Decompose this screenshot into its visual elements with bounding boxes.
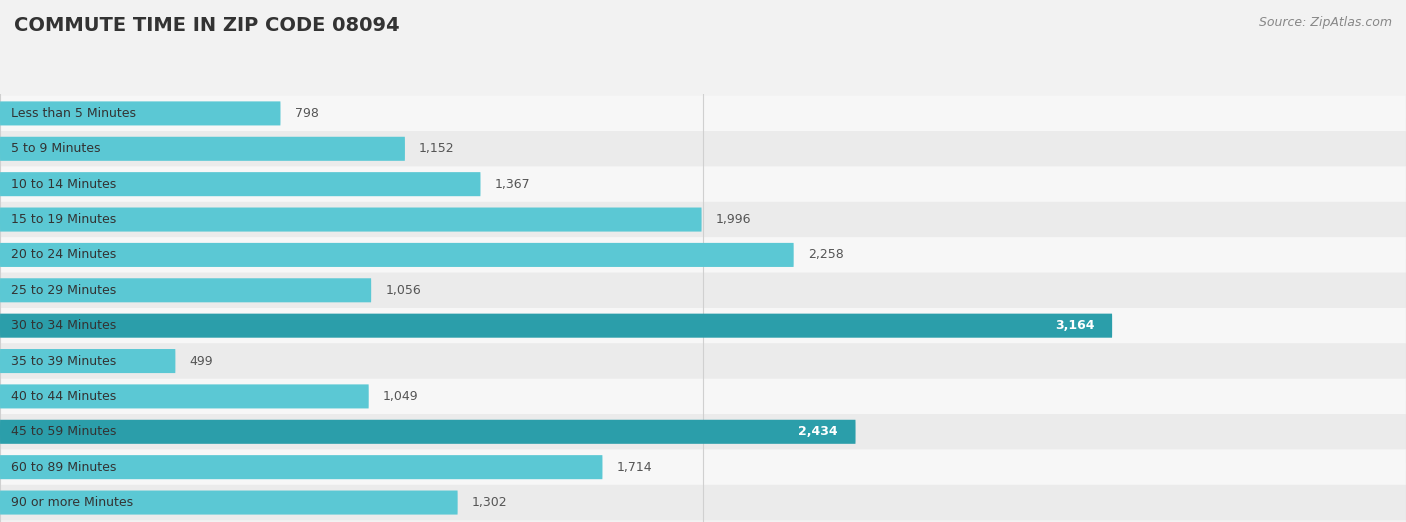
FancyBboxPatch shape bbox=[0, 278, 371, 302]
Text: 10 to 14 Minutes: 10 to 14 Minutes bbox=[11, 177, 115, 191]
Text: 60 to 89 Minutes: 60 to 89 Minutes bbox=[11, 461, 115, 473]
FancyBboxPatch shape bbox=[0, 308, 1406, 343]
FancyBboxPatch shape bbox=[0, 237, 1406, 272]
Text: 25 to 29 Minutes: 25 to 29 Minutes bbox=[11, 284, 115, 297]
FancyBboxPatch shape bbox=[0, 172, 481, 196]
FancyBboxPatch shape bbox=[0, 131, 1406, 167]
Text: 40 to 44 Minutes: 40 to 44 Minutes bbox=[11, 390, 115, 403]
FancyBboxPatch shape bbox=[0, 167, 1406, 202]
FancyBboxPatch shape bbox=[0, 208, 702, 232]
FancyBboxPatch shape bbox=[0, 485, 1406, 520]
FancyBboxPatch shape bbox=[0, 96, 1406, 131]
Text: 30 to 34 Minutes: 30 to 34 Minutes bbox=[11, 319, 115, 332]
Text: 1,152: 1,152 bbox=[419, 143, 454, 155]
Text: COMMUTE TIME IN ZIP CODE 08094: COMMUTE TIME IN ZIP CODE 08094 bbox=[14, 16, 399, 34]
Text: 2,258: 2,258 bbox=[808, 248, 844, 262]
Text: Less than 5 Minutes: Less than 5 Minutes bbox=[11, 107, 135, 120]
FancyBboxPatch shape bbox=[0, 449, 1406, 485]
Text: 15 to 19 Minutes: 15 to 19 Minutes bbox=[11, 213, 115, 226]
FancyBboxPatch shape bbox=[0, 272, 1406, 308]
FancyBboxPatch shape bbox=[0, 349, 176, 373]
Text: 1,367: 1,367 bbox=[495, 177, 530, 191]
Text: 798: 798 bbox=[295, 107, 318, 120]
Text: Source: ZipAtlas.com: Source: ZipAtlas.com bbox=[1258, 16, 1392, 29]
Text: 3,164: 3,164 bbox=[1054, 319, 1095, 332]
Text: 20 to 24 Minutes: 20 to 24 Minutes bbox=[11, 248, 115, 262]
FancyBboxPatch shape bbox=[0, 414, 1406, 449]
Text: 1,302: 1,302 bbox=[472, 496, 508, 509]
FancyBboxPatch shape bbox=[0, 379, 1406, 414]
FancyBboxPatch shape bbox=[0, 137, 405, 161]
Text: 5 to 9 Minutes: 5 to 9 Minutes bbox=[11, 143, 100, 155]
Text: 1,714: 1,714 bbox=[617, 461, 652, 473]
FancyBboxPatch shape bbox=[0, 101, 281, 125]
Text: 1,996: 1,996 bbox=[716, 213, 751, 226]
FancyBboxPatch shape bbox=[0, 243, 794, 267]
Text: 2,434: 2,434 bbox=[799, 425, 838, 438]
FancyBboxPatch shape bbox=[0, 455, 603, 479]
FancyBboxPatch shape bbox=[0, 202, 1406, 237]
FancyBboxPatch shape bbox=[0, 420, 855, 444]
Text: 499: 499 bbox=[190, 354, 214, 367]
Text: 1,056: 1,056 bbox=[385, 284, 420, 297]
FancyBboxPatch shape bbox=[0, 314, 1112, 338]
FancyBboxPatch shape bbox=[0, 343, 1406, 379]
Text: 45 to 59 Minutes: 45 to 59 Minutes bbox=[11, 425, 115, 438]
Text: 35 to 39 Minutes: 35 to 39 Minutes bbox=[11, 354, 115, 367]
FancyBboxPatch shape bbox=[0, 384, 368, 408]
Text: 90 or more Minutes: 90 or more Minutes bbox=[11, 496, 132, 509]
FancyBboxPatch shape bbox=[0, 491, 458, 515]
Text: 1,049: 1,049 bbox=[382, 390, 419, 403]
